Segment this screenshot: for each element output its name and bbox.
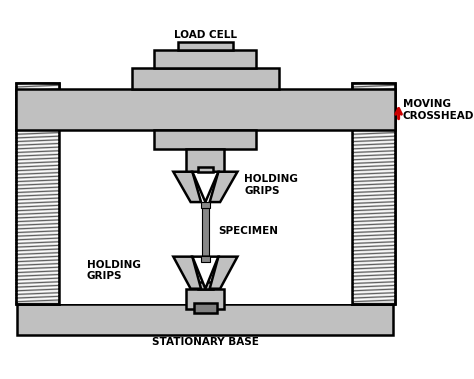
Bar <box>194 302 217 313</box>
Bar <box>198 166 213 172</box>
Text: STATIONARY BASE: STATIONARY BASE <box>152 337 259 347</box>
Text: HOLDING
GRIPS: HOLDING GRIPS <box>87 260 140 281</box>
Polygon shape <box>210 172 237 202</box>
Bar <box>201 256 210 262</box>
Polygon shape <box>192 172 219 202</box>
Polygon shape <box>210 257 237 289</box>
Bar <box>16 89 395 130</box>
Bar <box>16 83 59 304</box>
Bar <box>178 42 233 50</box>
Bar <box>198 282 213 289</box>
Polygon shape <box>173 172 201 202</box>
Bar <box>59 130 352 304</box>
Bar <box>201 202 210 208</box>
Polygon shape <box>192 257 219 289</box>
Bar <box>186 289 224 309</box>
Bar <box>18 304 393 335</box>
Bar <box>352 231 393 304</box>
Bar <box>154 50 256 68</box>
Bar <box>154 130 256 149</box>
Bar <box>186 149 224 172</box>
Bar <box>352 83 395 304</box>
Bar <box>202 208 209 257</box>
Text: HOLDING
GRIPS: HOLDING GRIPS <box>245 174 298 196</box>
Text: MOVING
CROSSHEAD: MOVING CROSSHEAD <box>403 99 474 121</box>
Polygon shape <box>173 257 201 289</box>
Bar <box>352 83 395 304</box>
Text: SPECIMEN: SPECIMEN <box>219 226 278 236</box>
Bar <box>16 83 59 304</box>
Text: LOAD CELL: LOAD CELL <box>174 30 237 40</box>
Bar <box>18 231 59 304</box>
Bar <box>132 68 279 89</box>
